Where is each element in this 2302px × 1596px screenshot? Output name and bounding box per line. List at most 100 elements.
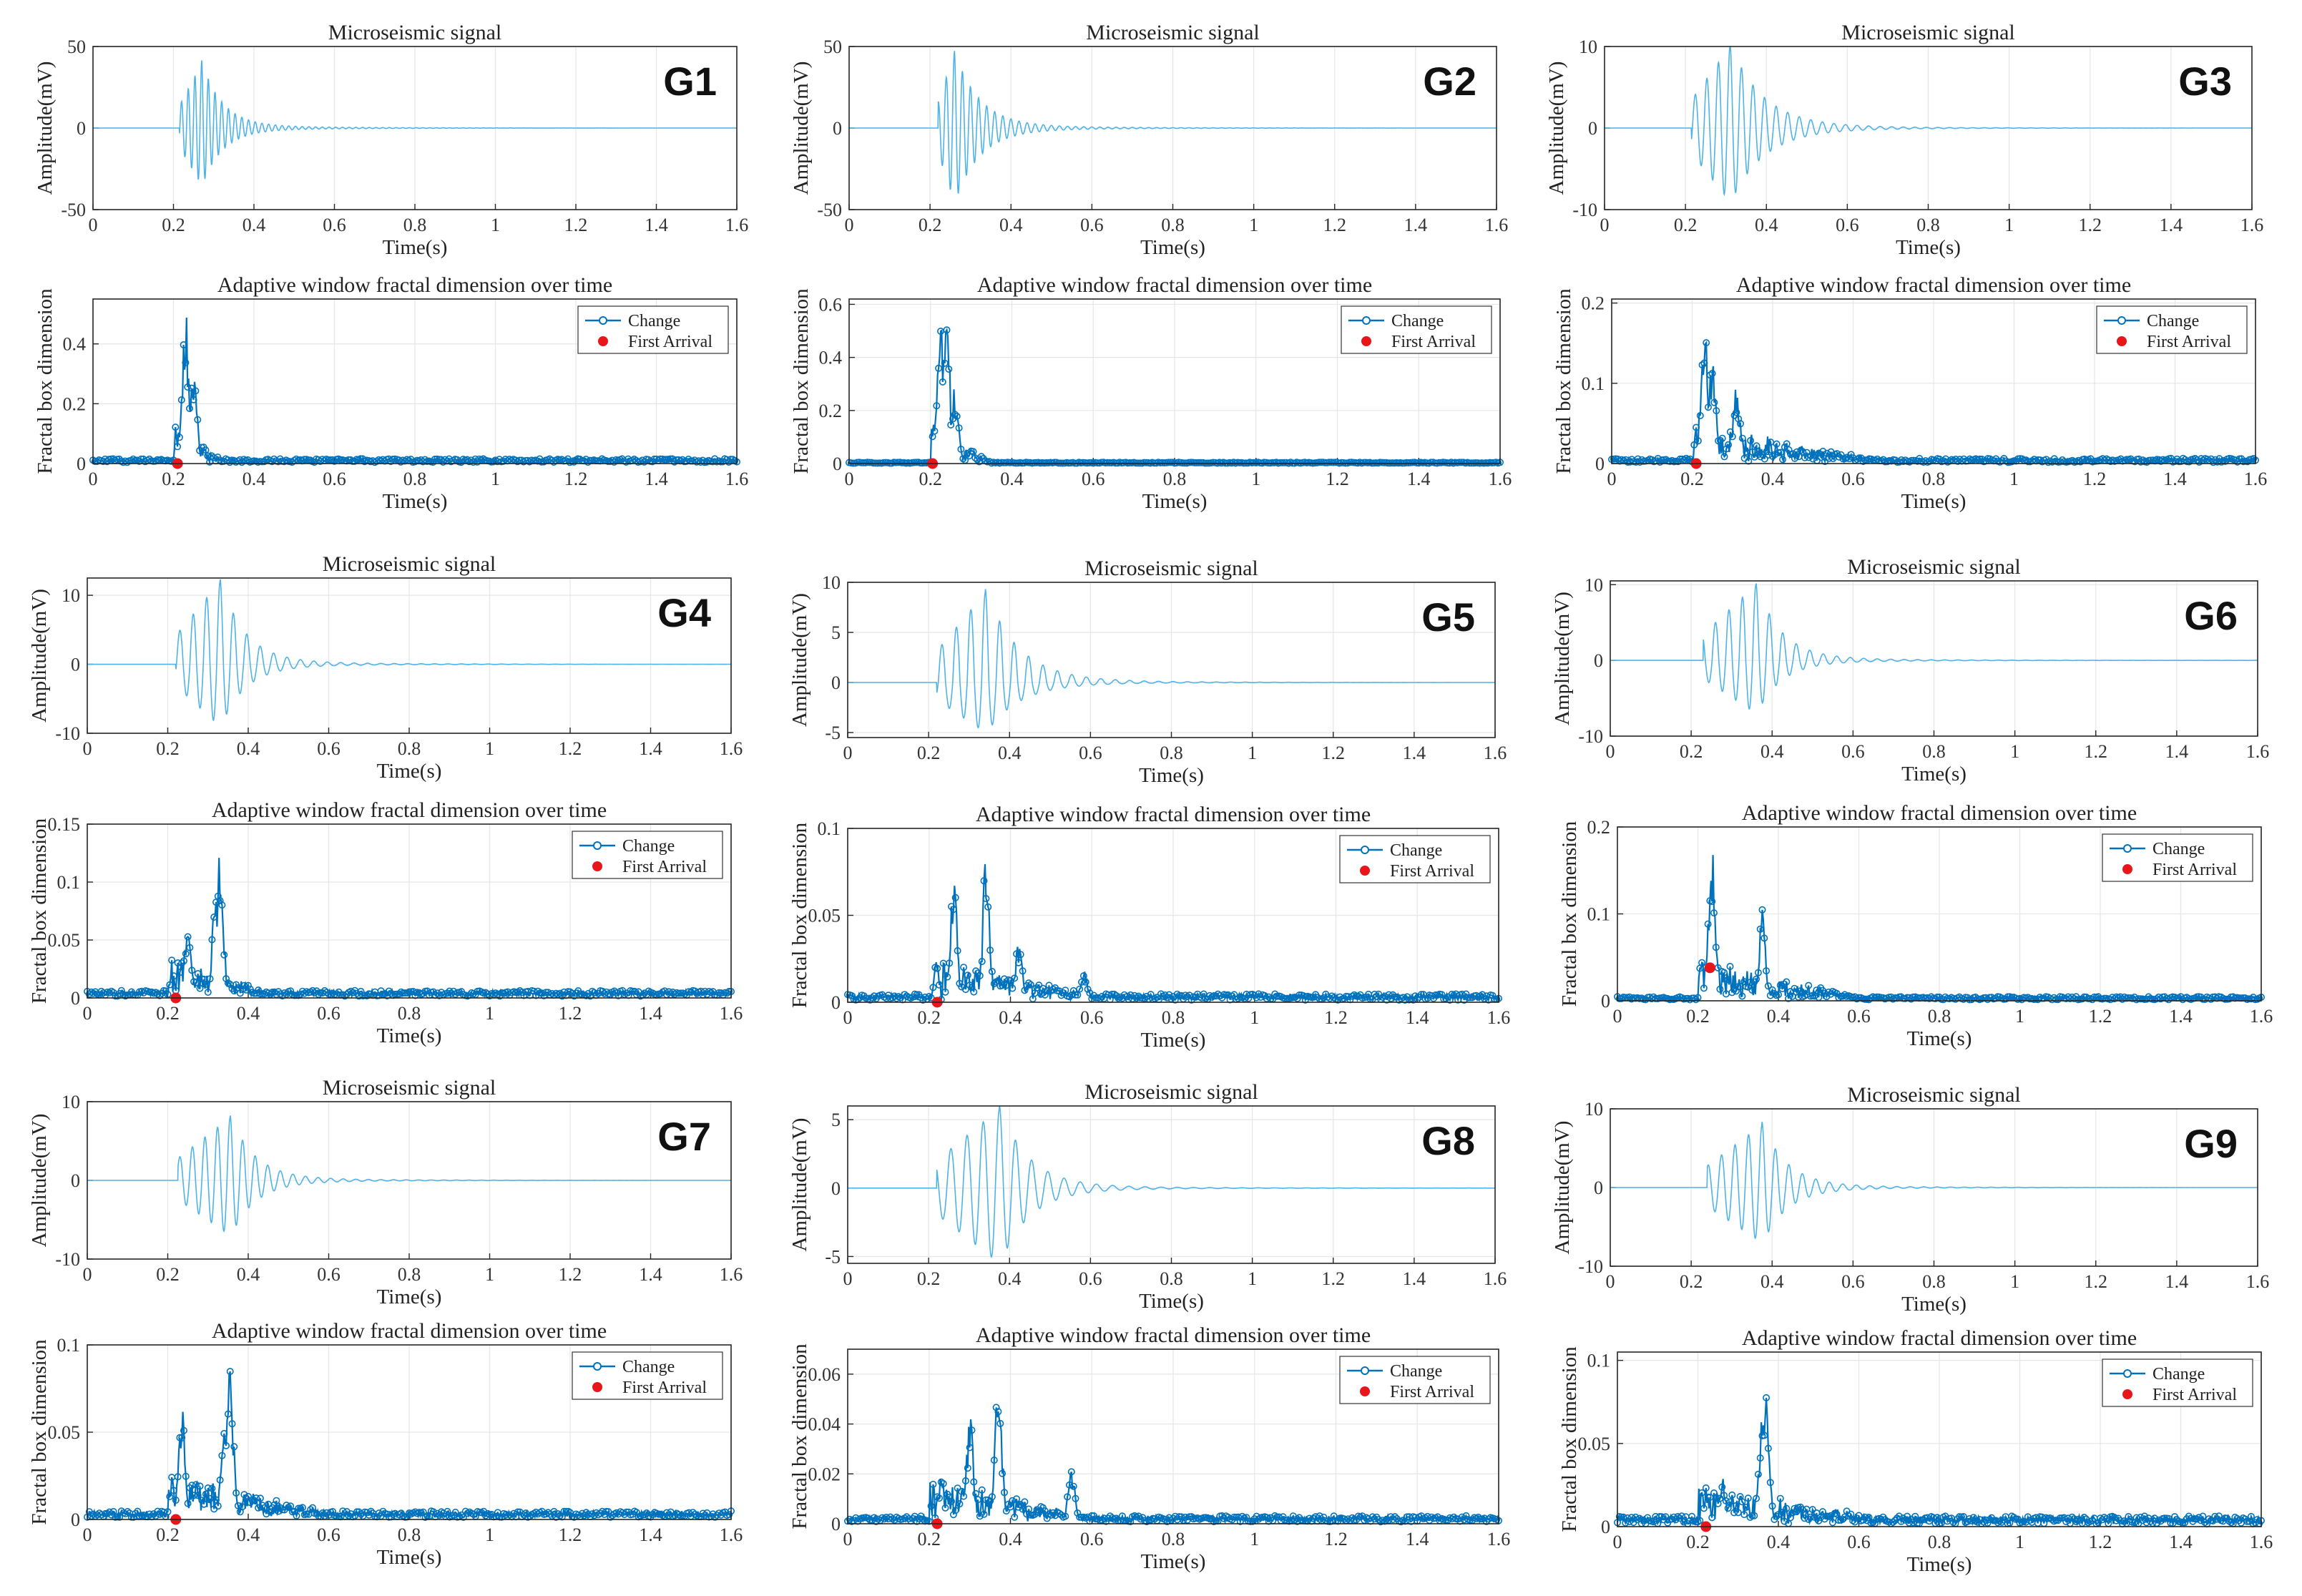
change-point (1013, 950, 1021, 958)
fractal-xtick-label: 1.6 (1489, 469, 1512, 489)
fractal-xtick-label: 1.4 (645, 469, 668, 489)
fractal-title: Adaptive window fractal dimension over t… (212, 798, 607, 822)
change-point (1807, 1513, 1815, 1521)
signal-ytick-label: 5 (831, 1110, 841, 1130)
legend-change-label: Change (2152, 1365, 2205, 1384)
signal-plot: 0 0.2 0.4 0.6 0.8 1 1.2 1.4 1.6-10010Microseismi… (28, 552, 743, 783)
signal-xtick-label: 1.2 (2085, 741, 2108, 762)
panel-label: G5 (1421, 594, 1475, 640)
change-point (1766, 1479, 1774, 1487)
signal-xtick-label: 0.8 (1160, 1268, 1183, 1289)
change-point (273, 1497, 280, 1504)
change-point (307, 1506, 315, 1514)
panel-label: G6 (2184, 593, 2238, 638)
change-point (1706, 371, 1714, 379)
signal-xtick-label: 1.4 (1404, 215, 1428, 235)
change-point (1753, 975, 1760, 983)
fractal-xtick-label: 0.6 (317, 1003, 341, 1024)
fractal-xtick-label: 0.8 (1162, 1007, 1185, 1028)
change-point (226, 1368, 234, 1376)
signal-ytick-label: 0 (1594, 650, 1603, 671)
fractal-ytick-label: 0 (71, 1509, 80, 1530)
change-point (232, 1489, 240, 1497)
change-point (1163, 1518, 1171, 1526)
change-point (230, 1443, 238, 1451)
fractal-xtick-label: 0.8 (398, 1524, 421, 1545)
change-point (1833, 1510, 1841, 1518)
signal-xtick-label: 0.4 (237, 738, 260, 759)
change-point (480, 1507, 488, 1515)
signal-waveform-line (87, 1115, 731, 1233)
change-point (2139, 1517, 2147, 1524)
panel-label: G3 (2178, 59, 2232, 104)
fractal-xtick-label: 0.2 (1686, 1532, 1710, 1552)
signal-ytick-label: -5 (825, 1246, 841, 1267)
signal-xtick-label: 0.2 (156, 738, 180, 759)
change-point (948, 1497, 956, 1505)
change-point (2218, 458, 2225, 466)
legend-change-label: Change (2152, 840, 2205, 858)
fractal-ytick-label: 0.6 (819, 294, 843, 315)
change-point (190, 1492, 198, 1499)
change-point (188, 966, 196, 974)
change-point (1798, 1506, 1806, 1514)
change-point (1389, 991, 1397, 999)
change-point (256, 1494, 264, 1502)
fractal-title: Adaptive window fractal dimension over t… (976, 1323, 1371, 1347)
change-point (244, 981, 252, 989)
signal-xlabel: Time(s) (377, 1286, 442, 1308)
legend-first-arrival-marker (592, 1382, 602, 1392)
change-point (534, 987, 542, 995)
change-point (558, 992, 566, 1000)
legend-change-marker (2123, 844, 2132, 853)
change-point (1732, 1502, 1740, 1509)
change-point (178, 1434, 186, 1441)
fractal-xtick-label: 0.2 (919, 469, 943, 489)
signal-xtick-label: 1 (1248, 1268, 1257, 1289)
change-point (1127, 991, 1135, 999)
fractal-xtick-label: 0.8 (1928, 1006, 1951, 1027)
change-point (2253, 1516, 2261, 1524)
change-point (955, 424, 963, 432)
change-point (2098, 1516, 2106, 1524)
change-point (186, 944, 194, 951)
signal-waveform-line (848, 1105, 1495, 1258)
fractal-xtick-label: 1.2 (2083, 469, 2107, 489)
change-point (1776, 1494, 1784, 1502)
signal-title: Microseismic signal (323, 1076, 496, 1100)
change-point (1047, 1511, 1055, 1519)
change-point (316, 457, 324, 465)
signal-ylabel: Amplitude(mV) (1551, 592, 1574, 725)
change-point (959, 455, 967, 463)
change-point (1062, 1512, 1069, 1520)
fractal-axes-frame (1617, 1351, 2262, 1527)
change-point (204, 452, 212, 460)
signal-title: Microseismic signal (1084, 557, 1258, 580)
legend-change-label: Change (622, 1358, 675, 1376)
change-point (2018, 996, 2026, 1004)
fractal-xtick-label: 1.6 (1487, 1529, 1511, 1550)
change-point (1041, 991, 1049, 999)
fractal-ytick-label: 0.1 (1587, 904, 1611, 925)
fractal-xtick-label: 1.6 (1487, 1007, 1511, 1028)
change-point (1712, 1494, 1720, 1502)
change-point (1744, 1494, 1752, 1502)
change-point (1688, 1512, 1696, 1520)
fractal-ytick-label: 0.05 (48, 1422, 81, 1443)
change-point (145, 455, 153, 463)
signal-ytick-label: 10 (1585, 574, 1603, 595)
legend-first-arrival-label: First Arrival (2152, 1386, 2237, 1404)
change-point (1066, 1481, 1074, 1489)
change-point (349, 989, 357, 997)
change-point (970, 1478, 978, 1486)
change-point (1320, 1513, 1328, 1521)
change-point (1754, 969, 1762, 976)
signal-ytick-label: 10 (1585, 1099, 1603, 1120)
signal-xtick-label: 1 (2010, 741, 2019, 762)
panel-label: G8 (1421, 1118, 1475, 1163)
signal-waveform-line (1610, 583, 2258, 710)
change-point (1726, 1498, 1734, 1506)
fractal-ytick-label: 0 (77, 454, 86, 474)
fractal-xtick-label: 1.2 (564, 469, 588, 489)
signal-xtick-label: 0.6 (1836, 215, 1859, 235)
